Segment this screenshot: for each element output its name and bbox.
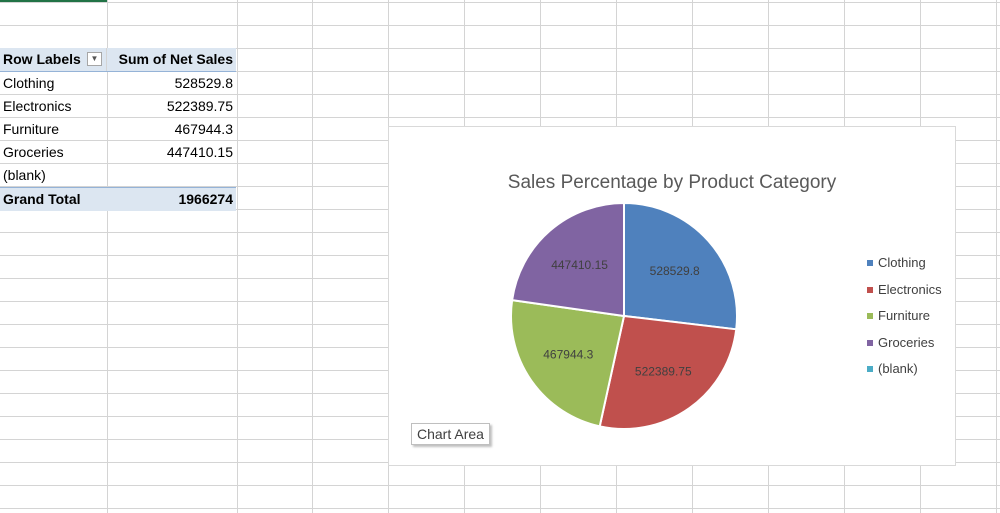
grand-total-row: Grand Total 1966274 [0, 187, 236, 211]
pivot-row: Clothing 528529.8 [0, 72, 236, 95]
grand-total-value[interactable]: 1966274 [178, 191, 233, 207]
data-label[interactable]: 467944.3 [543, 348, 593, 362]
grand-total-label[interactable]: Grand Total [3, 191, 81, 207]
legend-label: Electronics [878, 281, 942, 297]
pie-slice-furniture[interactable] [510, 298, 626, 428]
pivot-row: Groceries 447410.15 [0, 141, 236, 164]
legend-swatch [867, 286, 873, 293]
pivot-row: Furniture 467944.3 [0, 118, 236, 141]
pivot-table[interactable]: Row Labels ▼ Sum of Net Sales Clothing 52… [0, 48, 236, 211]
legend-swatch [867, 366, 873, 372]
pivot-row: Electronics 522389.75 [0, 95, 236, 118]
pivot-row-value[interactable]: 528529.8 [174, 75, 233, 91]
pivot-header-row: Row Labels ▼ Sum of Net Sales [0, 48, 236, 72]
sum-net-sales-header[interactable]: Sum of Net Sales [118, 51, 233, 67]
active-cell-border [0, 0, 107, 2]
pie-slice-electronics[interactable] [598, 314, 738, 430]
pivot-row-value[interactable]: 522389.75 [166, 98, 233, 114]
pivot-row-label[interactable]: Electronics [3, 98, 72, 114]
pivot-row: (blank) [0, 164, 236, 187]
chart-title[interactable]: Sales Percentage by Product Category [507, 172, 837, 193]
pivot-row-value[interactable]: 447410.15 [166, 144, 233, 160]
pivot-row-label[interactable]: Furniture [3, 121, 60, 137]
row-labels-header[interactable]: Row Labels [3, 51, 81, 67]
data-label[interactable]: 447410.15 [551, 258, 608, 272]
legend-label: Clothing [878, 255, 926, 270]
pivot-row-label[interactable]: Clothing [3, 75, 55, 91]
data-label[interactable]: 522389.75 [635, 364, 692, 378]
pivot-row-label[interactable]: Groceries [3, 144, 64, 160]
legend-label: Furniture [878, 308, 931, 323]
filter-dropdown-icon[interactable]: ▼ [87, 52, 102, 66]
legend-swatch [867, 260, 873, 266]
column-divider [106, 48, 107, 71]
legend-swatch [867, 339, 873, 346]
legend-label: (blank) [878, 361, 918, 376]
pie-chart-area[interactable]: Sales Percentage by Product Category 528… [388, 126, 956, 466]
chart-area-tooltip: Chart Area [411, 423, 490, 445]
pie-slice-groceries[interactable] [510, 201, 625, 318]
pivot-row-value[interactable]: 467944.3 [174, 121, 233, 137]
pie-slice-clothing[interactable] [623, 201, 738, 331]
legend-swatch [867, 313, 873, 319]
pivot-row-label[interactable]: (blank) [3, 167, 46, 183]
legend-label: Groceries [878, 334, 935, 350]
data-label[interactable]: 528529.8 [650, 264, 700, 278]
pie-plot-area[interactable]: 528529.8 522389.75 467944.3 447410.15 [389, 127, 957, 467]
